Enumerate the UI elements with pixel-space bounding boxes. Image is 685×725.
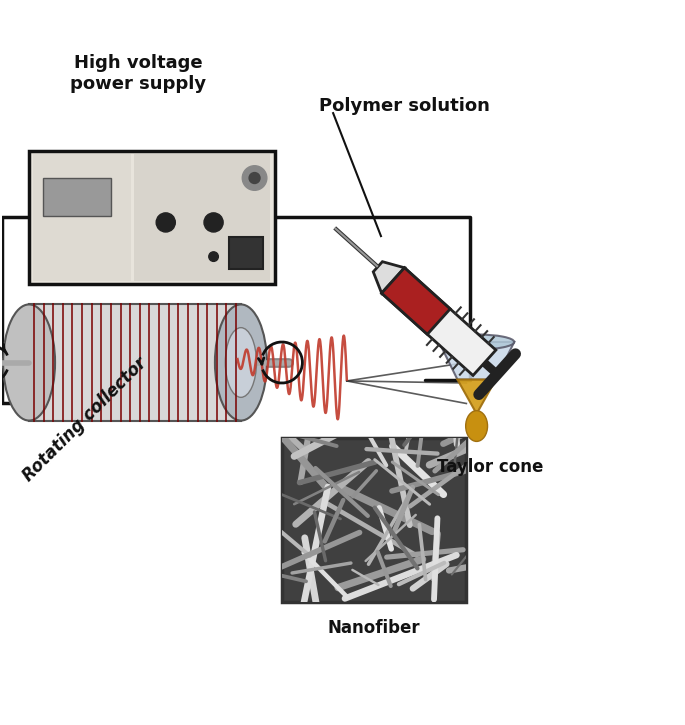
- Ellipse shape: [3, 304, 55, 420]
- Polygon shape: [373, 262, 404, 293]
- Polygon shape: [458, 380, 496, 414]
- Text: Taylor cone: Taylor cone: [437, 458, 543, 476]
- Ellipse shape: [466, 410, 488, 442]
- FancyBboxPatch shape: [229, 238, 264, 269]
- Ellipse shape: [225, 328, 256, 397]
- Polygon shape: [439, 342, 514, 380]
- Circle shape: [156, 213, 175, 232]
- Circle shape: [242, 166, 267, 191]
- Text: High voltage
power supply: High voltage power supply: [71, 54, 206, 93]
- Polygon shape: [29, 304, 241, 420]
- FancyBboxPatch shape: [29, 151, 275, 284]
- Text: Nanofiber: Nanofiber: [328, 618, 421, 637]
- Polygon shape: [382, 268, 496, 376]
- Circle shape: [204, 213, 223, 232]
- Ellipse shape: [215, 304, 267, 420]
- Text: Rotating collector: Rotating collector: [19, 355, 150, 486]
- Polygon shape: [382, 268, 450, 334]
- Circle shape: [209, 252, 219, 262]
- FancyBboxPatch shape: [42, 178, 111, 215]
- FancyBboxPatch shape: [282, 438, 466, 602]
- FancyBboxPatch shape: [134, 154, 270, 281]
- Circle shape: [249, 173, 260, 183]
- Ellipse shape: [439, 334, 514, 349]
- Text: Polymer solution: Polymer solution: [319, 97, 490, 115]
- FancyBboxPatch shape: [32, 154, 131, 281]
